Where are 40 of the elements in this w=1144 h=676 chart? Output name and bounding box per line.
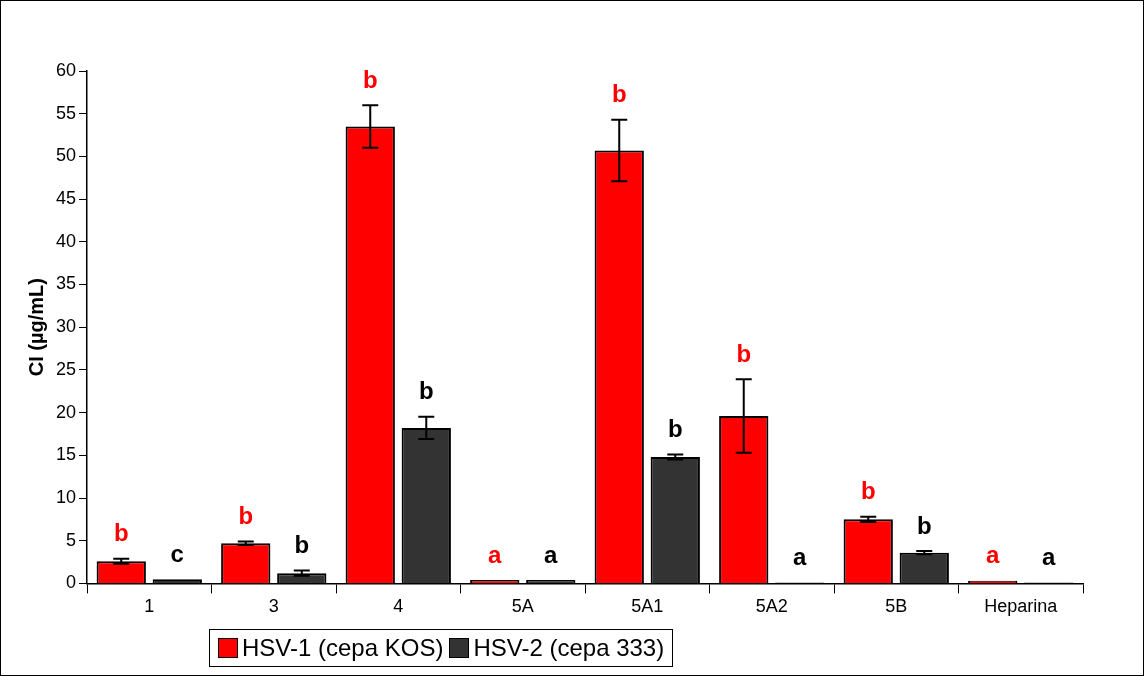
data-label: a xyxy=(793,543,808,571)
y-tick-label: 5 xyxy=(66,529,77,550)
data-label: b xyxy=(113,519,129,547)
data-label: b xyxy=(362,65,378,93)
data-label: b xyxy=(611,80,627,108)
y-tick-label: 30 xyxy=(55,316,77,337)
y-tick-label: 10 xyxy=(55,486,77,507)
x-tick-label: 5A1 xyxy=(631,596,664,617)
data-label: b xyxy=(418,377,434,405)
data-label: c xyxy=(170,539,184,567)
data-label: a xyxy=(488,540,503,568)
data-label: b xyxy=(916,511,932,539)
y-tick-label: 60 xyxy=(55,59,77,80)
legend-label: HSV-2 (cepa 333) xyxy=(473,634,665,662)
x-tick-label: Heparina xyxy=(984,596,1059,617)
y-tick-label: 55 xyxy=(55,102,77,123)
y-tick-label: 0 xyxy=(66,572,77,593)
data-label: a xyxy=(986,541,1001,569)
y-tick-label: 20 xyxy=(55,401,77,422)
data-label: b xyxy=(238,502,254,530)
y-tick-label: 40 xyxy=(55,230,77,251)
y-tick-label: 25 xyxy=(55,358,77,379)
y-tick-label: 50 xyxy=(55,145,77,166)
data-label: b xyxy=(294,531,310,559)
x-tick-label: 1 xyxy=(144,596,155,617)
data-label: b xyxy=(736,339,752,367)
data-label: b xyxy=(860,477,876,505)
x-tick-label: 5A2 xyxy=(755,596,788,617)
x-tick-label: 4 xyxy=(393,596,404,617)
data-label: b xyxy=(667,415,683,443)
y-tick-label: 15 xyxy=(55,444,77,465)
x-tick-label: 5B xyxy=(885,596,908,617)
x-tick-label: 5A xyxy=(511,596,534,617)
legend-label: HSV-1 (cepa KOS) xyxy=(242,634,444,662)
y-axis-title: CI (µg/mL) xyxy=(24,278,47,377)
x-tick-label: 3 xyxy=(268,596,279,617)
y-tick-label: 45 xyxy=(55,188,77,209)
data-label: a xyxy=(544,540,559,568)
y-tick-label: 35 xyxy=(55,273,77,294)
data-label: a xyxy=(1042,543,1057,571)
